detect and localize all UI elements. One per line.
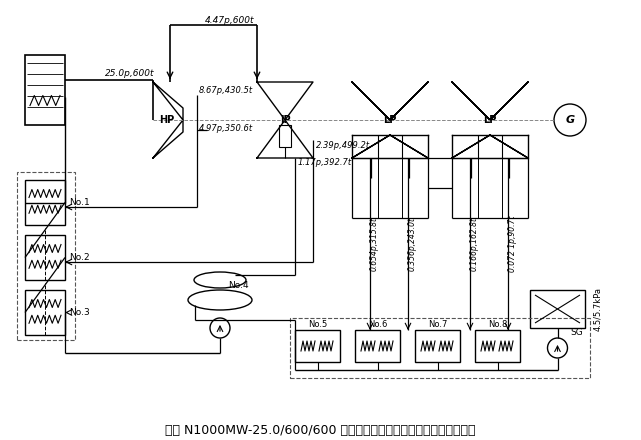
Text: No.6: No.6 xyxy=(368,319,387,329)
Text: No.5: No.5 xyxy=(308,319,327,329)
Bar xyxy=(295,330,340,362)
Bar xyxy=(279,125,291,147)
Bar xyxy=(25,180,65,225)
Text: No.3: No.3 xyxy=(69,308,90,317)
Text: 1.17p,392.7t: 1.17p,392.7t xyxy=(298,158,352,166)
Text: 8.67p,430.5t: 8.67p,430.5t xyxy=(199,85,253,95)
Text: No.4: No.4 xyxy=(228,281,249,290)
Bar xyxy=(25,235,65,280)
Circle shape xyxy=(554,104,586,136)
Bar xyxy=(475,330,520,362)
Bar xyxy=(415,330,460,362)
Bar xyxy=(290,318,590,378)
Text: No.7: No.7 xyxy=(428,319,447,329)
Circle shape xyxy=(210,318,230,338)
Text: 0.654p,315.8t: 0.654p,315.8t xyxy=(370,217,379,271)
Ellipse shape xyxy=(188,290,252,310)
Text: 4.47p,600t: 4.47p,600t xyxy=(205,15,254,25)
Bar xyxy=(355,330,400,362)
Text: HP: HP xyxy=(160,115,174,125)
Text: No.2: No.2 xyxy=(69,253,90,262)
Text: LP: LP xyxy=(483,115,497,125)
Bar xyxy=(25,290,65,335)
Circle shape xyxy=(547,338,567,358)
Text: G: G xyxy=(565,115,574,125)
Text: 2.39p,499.2t: 2.39p,499.2t xyxy=(316,140,370,150)
Ellipse shape xyxy=(194,272,246,288)
Bar xyxy=(530,290,585,328)
Text: 25.0p,600t: 25.0p,600t xyxy=(105,69,154,77)
Bar xyxy=(17,172,75,340)
Text: 国产 N1000MW-25.0/600/600 超超临界压力机组发电厂原则性热力系统: 国产 N1000MW-25.0/600/600 超超临界压力机组发电厂原则性热力… xyxy=(165,423,475,436)
Text: SG: SG xyxy=(570,327,583,337)
Bar xyxy=(25,55,65,125)
Text: 0.356p,243.0t: 0.356p,243.0t xyxy=(408,217,417,271)
Text: LP: LP xyxy=(383,115,397,125)
Text: 4.5/5.7kPa: 4.5/5.7kPa xyxy=(593,287,602,331)
Text: 0.166p,162.8t: 0.166p,162.8t xyxy=(470,217,479,271)
Text: No.1: No.1 xyxy=(69,198,90,207)
Text: 0.072 1p,90.7t: 0.072 1p,90.7t xyxy=(508,216,517,272)
Text: 4.97p,350.6t: 4.97p,350.6t xyxy=(199,124,253,132)
Text: IP: IP xyxy=(279,115,290,125)
Text: No.8: No.8 xyxy=(488,319,507,329)
